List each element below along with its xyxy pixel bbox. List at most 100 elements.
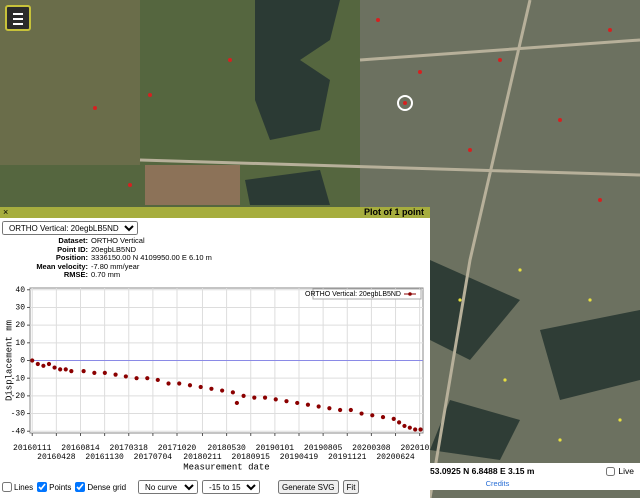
info-row: Mean velocity: -7.80 mm/year bbox=[0, 261, 300, 272]
data-point bbox=[46, 361, 52, 367]
info-label: Mean velocity: bbox=[36, 261, 88, 271]
x-tick-label: 20160428 bbox=[37, 453, 76, 462]
y-tick-label: 0 bbox=[20, 357, 25, 366]
data-point bbox=[220, 388, 225, 393]
data-point bbox=[402, 423, 407, 429]
info-value: 3336150.00 N 4109950.00 E 6.10 m bbox=[91, 253, 212, 263]
grid-toggle[interactable]: Dense grid bbox=[75, 482, 126, 492]
data-point bbox=[338, 407, 343, 413]
data-point bbox=[123, 374, 128, 379]
label: Lines bbox=[14, 482, 34, 492]
data-point bbox=[41, 363, 46, 368]
lines-toggle[interactable]: Lines bbox=[2, 482, 33, 492]
data-point bbox=[92, 370, 97, 375]
x-tick-label: 20190419 bbox=[280, 453, 319, 462]
data-point bbox=[348, 407, 353, 413]
info-row: Dataset: ORTHO Vertical bbox=[0, 236, 300, 246]
info-label: Dataset: bbox=[58, 236, 88, 245]
y-axis-title: Displacement mm bbox=[4, 320, 14, 401]
fit-button[interactable]: Fit bbox=[342, 480, 360, 494]
data-point bbox=[209, 386, 214, 391]
info-label: RMSE: bbox=[63, 270, 88, 280]
menu-button[interactable] bbox=[5, 5, 31, 31]
close-button[interactable]: × bbox=[3, 207, 9, 217]
x-tick-label: 20171020 bbox=[158, 444, 197, 453]
plot-panel: × Plot of 1 point ORTHO Vertical: 20egbL… bbox=[0, 207, 430, 498]
data-point bbox=[69, 369, 74, 374]
data-point bbox=[380, 414, 386, 420]
label: Live bbox=[618, 466, 634, 476]
coordinates: 53.0925 N 6.8488 E 3.15 m bbox=[430, 466, 535, 476]
y-tick-label: -40 bbox=[11, 427, 26, 436]
info-row: RMSE: 0.70 mm bbox=[0, 271, 300, 280]
yellow-dots bbox=[458, 268, 622, 442]
x-tick-label: 20161130 bbox=[85, 453, 124, 462]
controls: Lines Points Dense grid No curve fit -15… bbox=[2, 480, 360, 494]
selected-point[interactable] bbox=[397, 95, 413, 111]
data-point bbox=[30, 358, 35, 363]
generate-svg-button[interactable]: Generate SVG bbox=[278, 480, 339, 494]
x-tick-label: 20170318 bbox=[110, 444, 149, 453]
points-toggle[interactable]: Points bbox=[37, 482, 71, 492]
y-tick-label: -20 bbox=[11, 392, 26, 401]
data-point bbox=[155, 377, 160, 383]
x-tick-label: 20201010 bbox=[400, 444, 430, 453]
water bbox=[255, 0, 340, 140]
x-tick-label: 20180915 bbox=[232, 453, 271, 462]
x-axis-title: Measurement date bbox=[183, 462, 269, 472]
data-point bbox=[370, 413, 375, 418]
data-point bbox=[407, 425, 412, 430]
range-select[interactable]: -15 to 15 bbox=[202, 480, 261, 494]
x-tick-label: 20170704 bbox=[134, 453, 173, 462]
x-tick-label: 20160111 bbox=[13, 444, 52, 453]
info-label: Point ID: bbox=[57, 244, 88, 254]
y-tick-label: 30 bbox=[15, 304, 25, 313]
data-point bbox=[396, 420, 402, 425]
x-tick-label: 20190805 bbox=[304, 444, 343, 453]
legend-marker bbox=[408, 292, 412, 296]
data-point bbox=[58, 367, 63, 372]
x-tick-label: 20190101 bbox=[256, 444, 295, 453]
checkbox[interactable] bbox=[2, 482, 12, 492]
info-value: -7.80 mm/year bbox=[91, 261, 140, 271]
y-tick-label: 20 bbox=[15, 321, 25, 330]
data-point bbox=[359, 411, 364, 416]
live-toggle[interactable]: Live bbox=[606, 466, 634, 476]
data-point bbox=[230, 390, 235, 395]
status-box: 53.0925 N 6.8488 E 3.15 m Live Credits bbox=[430, 463, 640, 490]
checkbox[interactable] bbox=[606, 466, 616, 476]
legend-box bbox=[312, 288, 422, 300]
red-dots bbox=[93, 18, 612, 202]
y-tick-label: 10 bbox=[15, 339, 25, 348]
data-point bbox=[391, 416, 396, 421]
curve-fit-select[interactable]: No curve fit bbox=[138, 480, 199, 494]
data-point bbox=[327, 406, 332, 411]
data-point bbox=[166, 381, 171, 386]
x-tick-label: 20180211 bbox=[183, 453, 222, 462]
data-point bbox=[145, 376, 150, 381]
info-row: Point ID: 20egbLB5ND bbox=[0, 244, 300, 255]
data-point bbox=[305, 402, 311, 407]
credits-link[interactable]: Credits bbox=[485, 479, 510, 488]
data-point bbox=[198, 384, 203, 390]
x-tick-label: 20191121 bbox=[328, 453, 367, 462]
data-point bbox=[102, 370, 107, 375]
data-point bbox=[295, 400, 300, 406]
point-select[interactable]: ORTHO Vertical: 20egbLB5ND bbox=[2, 221, 138, 235]
panel-header: × Plot of 1 point bbox=[0, 207, 430, 218]
data-point bbox=[187, 383, 193, 388]
data-point bbox=[234, 400, 239, 406]
info-row: Position: 3336150.00 N 4109950.00 E 6.10 … bbox=[0, 254, 300, 263]
checkbox[interactable] bbox=[37, 482, 48, 492]
info-label: Position: bbox=[55, 253, 88, 263]
checkbox[interactable] bbox=[75, 482, 86, 492]
water bbox=[430, 260, 640, 460]
y-tick-label: -10 bbox=[11, 374, 26, 383]
info-value: 0.70 mm bbox=[91, 270, 121, 280]
data-point bbox=[273, 397, 278, 402]
data-point bbox=[177, 381, 182, 386]
panel-title: Plot of 1 point bbox=[364, 207, 424, 217]
legend-label: ORTHO Vertical: 20egbLB5ND bbox=[305, 291, 401, 298]
water bbox=[245, 170, 330, 205]
